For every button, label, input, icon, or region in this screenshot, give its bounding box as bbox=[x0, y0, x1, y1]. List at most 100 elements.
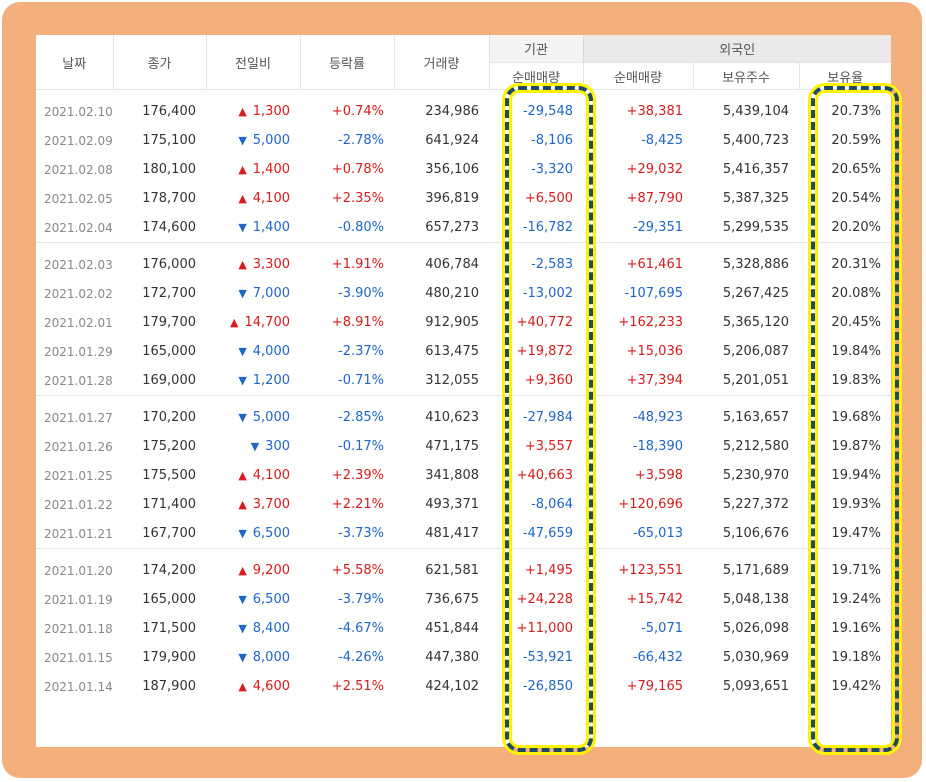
cell-foreign-net: -18,390 bbox=[632, 439, 683, 454]
cell-foreign-shares: 5,230,970 bbox=[722, 468, 789, 483]
cell-foreign-net: -66,432 bbox=[632, 650, 683, 665]
group-separator bbox=[36, 395, 891, 403]
table-row: 2021.01.14 187,900 ▲ 4,600 +2.51% 424,102 -26,… bbox=[36, 672, 891, 701]
table-row: 2021.01.25 175,500 ▲ 4,100 +2.39% 341,808 +40,… bbox=[36, 461, 891, 490]
cell-volume: 234,986 bbox=[425, 104, 479, 119]
header-date: 날짜 bbox=[36, 35, 113, 90]
cell-date: 2021.01.27 bbox=[44, 410, 113, 425]
cell-volume: 396,819 bbox=[425, 191, 479, 206]
cell-date: 2021.01.26 bbox=[44, 439, 113, 454]
cell-rate: -2.85% bbox=[338, 410, 384, 425]
cell-change-value: 6,500 bbox=[252, 592, 290, 607]
table-body: 2021.02.10 176,400 ▲ 1,300 +0.74% 234,986 -29,… bbox=[36, 90, 891, 702]
cell-date: 2021.01.29 bbox=[44, 344, 113, 359]
cell-rate: -0.17% bbox=[338, 439, 384, 454]
cell-rate: -3.90% bbox=[338, 286, 384, 301]
triangle-up-icon: ▲ bbox=[238, 469, 247, 482]
cell-date: 2021.01.18 bbox=[44, 621, 113, 636]
cell-close: 171,400 bbox=[142, 497, 196, 512]
cell-rate: -0.80% bbox=[338, 220, 384, 235]
header-institution: 기관 bbox=[488, 35, 583, 63]
cell-volume: 736,675 bbox=[425, 592, 479, 607]
header-row-main: 날짜 종가 전일비 등락률 거래량 기관 외국인 bbox=[36, 35, 891, 90]
cell-change: ▼ 8,000 bbox=[206, 643, 300, 672]
cell-inst-net: +9,360 bbox=[524, 373, 573, 388]
cell-date: 2021.02.04 bbox=[44, 220, 113, 235]
table-row: 2021.01.29 165,000 ▼ 4,000 -2.37% 613,475 +19,… bbox=[36, 337, 891, 366]
cell-close: 175,200 bbox=[142, 439, 196, 454]
cell-change-value: 4,100 bbox=[252, 468, 290, 483]
cell-rate: -2.37% bbox=[338, 344, 384, 359]
cell-foreign-shares: 5,267,425 bbox=[722, 286, 789, 301]
cell-foreign-net: +37,394 bbox=[626, 373, 683, 388]
cell-foreign-net: +15,742 bbox=[626, 592, 683, 607]
cell-change: ▲ 9,200 bbox=[206, 556, 300, 585]
cell-foreign-shares: 5,206,087 bbox=[722, 344, 789, 359]
cell-foreign-ratio: 20.65% bbox=[831, 162, 881, 177]
cell-change-value: 9,200 bbox=[252, 563, 290, 578]
cell-rate: -2.78% bbox=[338, 133, 384, 148]
cell-inst-net: -27,984 bbox=[522, 410, 573, 425]
triangle-up-icon: ▲ bbox=[238, 258, 247, 271]
triangle-down-icon: ▼ bbox=[238, 287, 247, 300]
cell-foreign-net: -29,351 bbox=[632, 220, 683, 235]
cell-close: 172,700 bbox=[142, 286, 196, 301]
cell-date: 2021.01.22 bbox=[44, 497, 113, 512]
triangle-up-icon: ▲ bbox=[230, 316, 239, 329]
cell-foreign-net: +3,598 bbox=[634, 468, 683, 483]
cell-volume: 451,844 bbox=[425, 621, 479, 636]
triangle-down-icon: ▼ bbox=[238, 651, 247, 664]
cell-foreign-net: +87,790 bbox=[626, 191, 683, 206]
triangle-down-icon: ▼ bbox=[238, 593, 247, 606]
cell-inst-net: -3,320 bbox=[531, 162, 573, 177]
cell-volume: 447,380 bbox=[425, 650, 479, 665]
cell-change-value: 4,100 bbox=[252, 191, 290, 206]
cell-foreign-net: -48,923 bbox=[632, 410, 683, 425]
cell-date: 2021.01.28 bbox=[44, 373, 113, 388]
daily-trading-table: 날짜 종가 전일비 등락률 거래량 기관 외국인 순매매량 순매매량 보유주수 … bbox=[36, 35, 891, 701]
cell-inst-net: +19,872 bbox=[516, 344, 573, 359]
cell-rate: +8.91% bbox=[331, 315, 384, 330]
table-row: 2021.02.02 172,700 ▼ 7,000 -3.90% 480,210 -13,… bbox=[36, 279, 891, 308]
cell-inst-net: -13,002 bbox=[522, 286, 573, 301]
cell-change-value: 4,600 bbox=[252, 679, 290, 694]
cell-date: 2021.02.03 bbox=[44, 257, 113, 272]
cell-foreign-shares: 5,093,651 bbox=[722, 679, 789, 694]
cell-foreign-shares: 5,048,138 bbox=[722, 592, 789, 607]
cell-change: ▼ 1,200 bbox=[206, 366, 300, 396]
triangle-down-icon: ▼ bbox=[238, 411, 247, 424]
header-inst-net: 순매매량 bbox=[488, 62, 583, 90]
header-foreign-ratio: 보유율 bbox=[798, 62, 891, 90]
cell-close: 175,100 bbox=[142, 133, 196, 148]
cell-date: 2021.01.19 bbox=[44, 592, 113, 607]
cell-rate: +2.21% bbox=[331, 497, 384, 512]
cell-foreign-net: +29,032 bbox=[626, 162, 683, 177]
cell-change: ▲ 14,700 bbox=[206, 308, 300, 337]
cell-close: 165,000 bbox=[142, 344, 196, 359]
cell-change-value: 1,200 bbox=[252, 373, 290, 388]
table-row: 2021.02.04 174,600 ▼ 1,400 -0.80% 657,273 -16,… bbox=[36, 213, 891, 243]
cell-foreign-net: +79,165 bbox=[626, 679, 683, 694]
cell-change: ▼ 4,000 bbox=[206, 337, 300, 366]
cell-foreign-shares: 5,171,689 bbox=[722, 563, 789, 578]
triangle-down-icon: ▼ bbox=[238, 345, 247, 358]
cell-date: 2021.01.20 bbox=[44, 563, 113, 578]
triangle-up-icon: ▲ bbox=[238, 163, 247, 176]
cell-date: 2021.01.25 bbox=[44, 468, 113, 483]
table-row: 2021.01.27 170,200 ▼ 5,000 -2.85% 410,623 -27,… bbox=[36, 403, 891, 432]
triangle-up-icon: ▲ bbox=[238, 564, 247, 577]
group-separator bbox=[36, 548, 891, 556]
table-row: 2021.01.20 174,200 ▲ 9,200 +5.58% 621,581 +1,4… bbox=[36, 556, 891, 585]
cell-inst-net: +1,495 bbox=[524, 563, 573, 578]
cell-change: ▲ 4,100 bbox=[206, 184, 300, 213]
cell-volume: 481,417 bbox=[425, 526, 479, 541]
cell-change: ▼ 7,000 bbox=[206, 279, 300, 308]
cell-rate: +2.51% bbox=[331, 679, 384, 694]
cell-rate: +2.35% bbox=[331, 191, 384, 206]
cell-foreign-shares: 5,439,104 bbox=[722, 104, 789, 119]
cell-foreign-ratio: 20.31% bbox=[831, 257, 881, 272]
cell-foreign-net: -65,013 bbox=[632, 526, 683, 541]
cell-close: 169,000 bbox=[142, 373, 196, 388]
cell-date: 2021.02.05 bbox=[44, 191, 113, 206]
cell-change-value: 3,700 bbox=[252, 497, 290, 512]
